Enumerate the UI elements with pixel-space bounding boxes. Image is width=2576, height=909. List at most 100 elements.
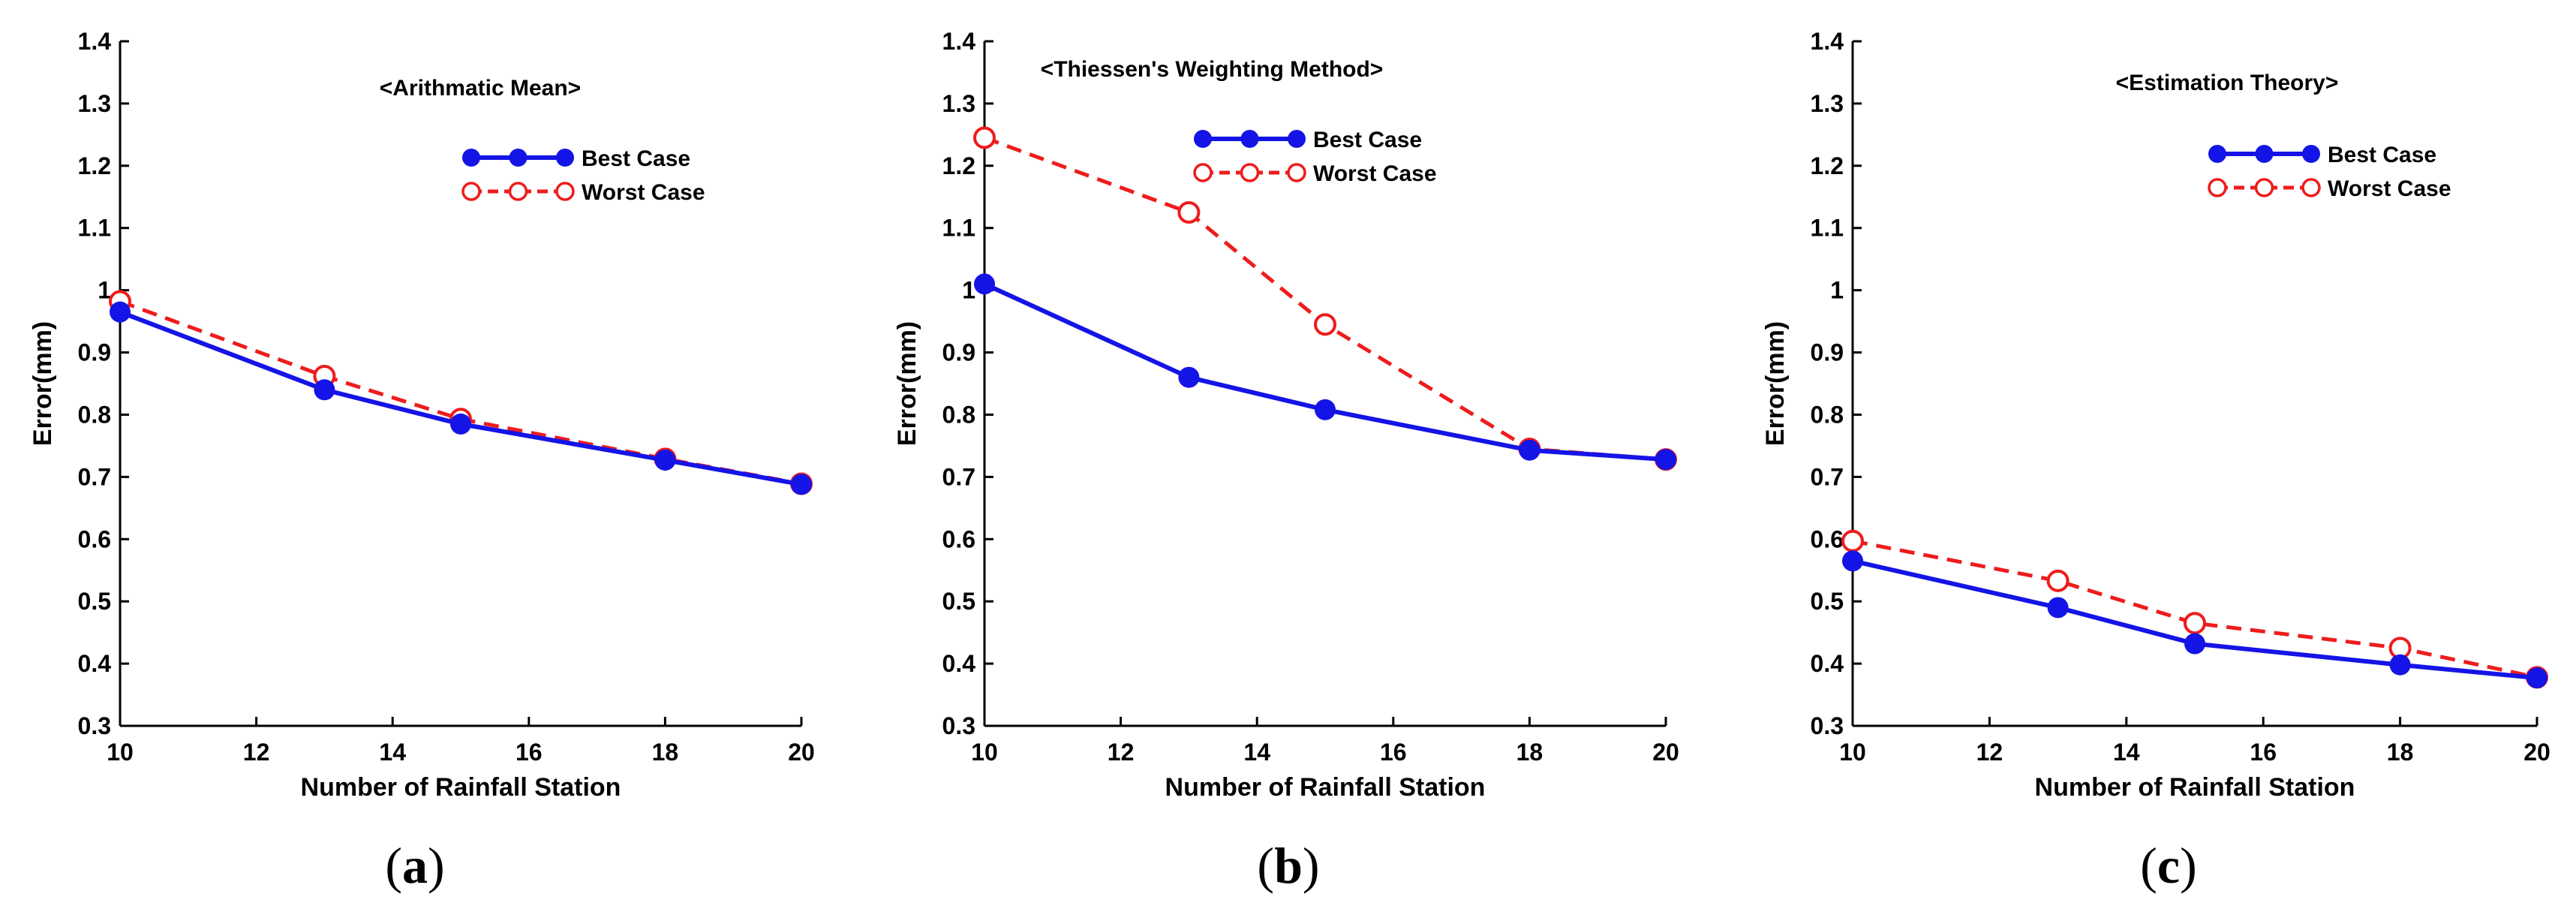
y-tick-label: 0.4	[78, 650, 112, 677]
y-tick-label: 1.4	[1811, 28, 1844, 55]
y-tick-label: 0.9	[1811, 339, 1844, 366]
y-tick-label: 0.8	[78, 401, 111, 428]
legend-worst-marker	[2208, 178, 2227, 197]
legend-title: <Arithmatic Mean>	[380, 76, 581, 101]
legend-best-marker	[2302, 145, 2320, 163]
x-axis-label: Number of Rainfall Station	[1165, 773, 1486, 802]
y-tick-label: 1.1	[1811, 215, 1844, 242]
legend-best-label: Best Case	[1313, 128, 1422, 152]
best-case-point	[2526, 667, 2547, 689]
x-tick-label: 16	[516, 739, 543, 766]
worst-case-point	[973, 126, 996, 149]
worst-case-line	[119, 299, 802, 486]
legend-worst-marker	[2301, 178, 2321, 197]
legend-best-marker	[2255, 145, 2274, 163]
legend-worst-marker	[555, 182, 575, 201]
x-tick-label: 14	[379, 739, 406, 766]
best-case-line	[983, 281, 1667, 462]
x-tick-label: 12	[243, 739, 270, 766]
y-tick-label: 1	[1830, 277, 1844, 304]
y-tick-label: 1	[962, 277, 975, 304]
y-tick-label: 0.8	[1811, 401, 1844, 428]
best-case-point	[1842, 550, 1863, 572]
x-tick-label: 18	[2387, 739, 2414, 766]
y-tick-label: 0.4	[1811, 650, 1844, 677]
panel-caption: (b)	[1257, 837, 1319, 894]
x-axis-label: Number of Rainfall Station	[2035, 773, 2355, 802]
x-tick-label: 10	[107, 739, 134, 766]
y-tick-label: 1.2	[942, 152, 975, 179]
x-tick-label: 12	[1108, 739, 1135, 766]
legend-best-marker	[2208, 145, 2226, 163]
x-tick-label: 16	[1380, 739, 1407, 766]
legend-worst-marker	[1240, 163, 1260, 182]
legend-best-marker	[1288, 130, 1306, 148]
worst-case-line	[1852, 539, 2538, 679]
best-case-point	[2184, 633, 2205, 655]
worst-case-point	[1314, 313, 1336, 336]
y-tick-label: 0.6	[78, 525, 111, 552]
x-tick-label: 20	[1652, 739, 1679, 766]
y-tick-label: 0.3	[1811, 712, 1844, 739]
y-tick-label: 0.9	[942, 339, 975, 366]
x-tick-label: 14	[2113, 739, 2140, 766]
x-tick-label: 10	[1839, 739, 1866, 766]
y-tick-label: 0.4	[942, 650, 976, 677]
best-case-point	[1178, 366, 1200, 388]
legend-best-marker	[1240, 130, 1259, 148]
panel-caption-letter: c	[2157, 837, 2180, 894]
worst-case-point	[1841, 529, 1864, 552]
legend-best-marker	[462, 149, 480, 167]
legend-title: <Estimation Theory>	[2116, 71, 2339, 95]
worst-case-point	[2046, 569, 2070, 592]
legend-best-marker	[556, 149, 574, 167]
legend-worst-marker	[1287, 163, 1306, 182]
y-tick-label: 1.4	[942, 28, 976, 55]
y-tick-label: 0.6	[942, 525, 975, 552]
x-tick-label: 14	[1243, 739, 1270, 766]
y-tick-label: 1.3	[78, 90, 111, 117]
x-tick-label: 20	[788, 739, 815, 766]
y-axis-label: Error(mm)	[1761, 321, 1790, 446]
legend-title: <Thiessen's Weighting Method>	[1041, 57, 1384, 82]
y-tick-label: 0.3	[942, 712, 975, 739]
legend-worst-marker	[508, 182, 528, 201]
y-axis-label: Error(mm)	[29, 321, 57, 446]
y-tick-label: 1.2	[78, 152, 111, 179]
chart-panel-a: 0.3 0.4 0.5 0.6 0.7 0.8 0.9 1 1.1 1.2 1.3 1.4 10 12 14…	[29, 28, 815, 894]
y-tick-label: 1.2	[1811, 152, 1844, 179]
x-tick-label: 12	[1976, 739, 2003, 766]
y-tick-label: 0.7	[942, 463, 975, 490]
best-case-point	[1519, 439, 1540, 461]
y-axis-label: Error(mm)	[893, 321, 921, 446]
legend-worst-marker	[2254, 178, 2274, 197]
panel-caption: (c)	[2140, 837, 2197, 894]
y-tick-label: 1.3	[942, 90, 975, 117]
x-axis-label: Number of Rainfall Station	[301, 773, 621, 802]
y-tick-label: 0.5	[942, 588, 975, 615]
legend-worst-label: Worst Case	[1313, 161, 1437, 186]
panel-caption-letter: b	[1274, 837, 1303, 894]
best-case-point	[2047, 597, 2069, 619]
y-tick-label: 0.9	[78, 339, 111, 366]
y-tick-label: 0.5	[1811, 588, 1844, 615]
worst-case-point	[2184, 612, 2206, 635]
legend-best-marker	[1194, 130, 1212, 148]
legend-worst-label: Worst Case	[2328, 176, 2451, 201]
legend-best-label: Best Case	[582, 146, 690, 171]
legend-best-label: Best Case	[2328, 143, 2436, 167]
y-tick-label: 1.1	[942, 215, 975, 242]
y-tick-label: 1.4	[78, 28, 112, 55]
y-tick-label: 0.7	[1811, 463, 1844, 490]
best-case-point	[654, 449, 676, 471]
y-tick-label: 0.7	[78, 463, 111, 490]
y-tick-label: 0.6	[1811, 525, 1844, 552]
panel-caption: (a)	[385, 837, 444, 894]
best-case-point	[2389, 654, 2411, 676]
y-tick-label: 0.8	[942, 401, 975, 428]
chart-panel-b: 0.3 0.4 0.5 0.6 0.7 0.8 0.9 1 1.1 1.2 1.3 1.4 10 12 14…	[893, 28, 1679, 894]
best-case-point	[450, 413, 471, 435]
x-tick-label: 18	[652, 739, 679, 766]
y-tick-label: 1.3	[1811, 90, 1844, 117]
